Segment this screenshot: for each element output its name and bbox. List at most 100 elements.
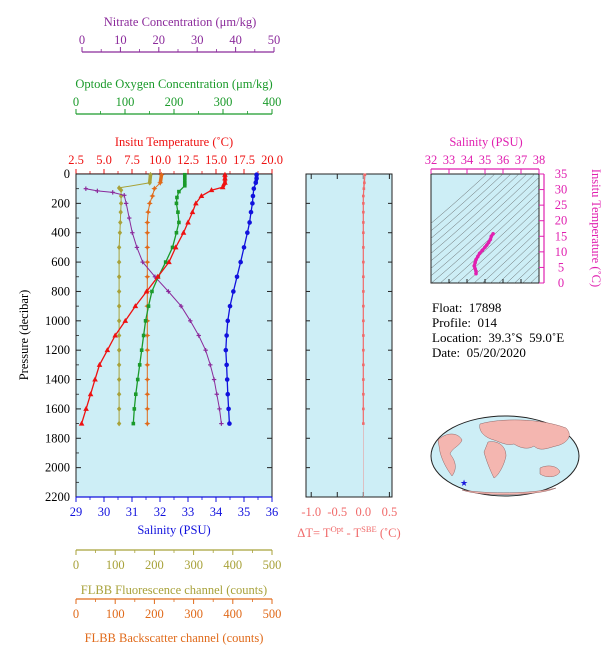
nitrate-tick-label: 10 (114, 33, 127, 47)
salinity-tick-label: 34 (210, 505, 223, 519)
delta-t-tick-label: 0.0 (356, 505, 372, 519)
profile-number: Profile: 014 (432, 315, 497, 330)
salinity-axis: 29 30 31 32 33 34 35 36 (70, 496, 278, 519)
delta-t-series (362, 173, 367, 497)
delta-t-point (363, 173, 367, 177)
ts-density-contour (431, 174, 504, 239)
temperature-tick-label: 15.0 (205, 153, 227, 167)
salinity-point (251, 186, 257, 191)
pressure-tick-label: 400 (51, 226, 70, 240)
fluorescence-profile-line (118, 174, 151, 424)
temperature-point (222, 175, 228, 181)
ts-point (491, 231, 495, 236)
oxygen-point (163, 260, 168, 264)
delta-t-point (362, 348, 365, 352)
temperature-point (208, 187, 215, 193)
profile-series (78, 171, 259, 427)
ts-point (476, 254, 480, 259)
salinity-point (245, 230, 250, 236)
ts-point (477, 251, 482, 256)
ts-density-contour (431, 177, 539, 277)
oxygen-point (182, 183, 187, 188)
salinity-point (248, 209, 254, 215)
temperature-point (185, 219, 191, 225)
ts-density-contour (439, 192, 539, 283)
salinity-point (250, 201, 255, 206)
temperature-point (172, 244, 179, 250)
oxygen-axis: 0 100 200 300 400 (73, 95, 281, 115)
backscatter-point (144, 229, 151, 236)
ts-density-contour (473, 222, 539, 283)
temperature-point (132, 303, 139, 309)
temperature-point (96, 361, 103, 367)
temperature-tick-label: 7.5 (124, 153, 140, 167)
ts-point (474, 257, 478, 262)
fluorescence-point (116, 332, 122, 339)
pressure-tick-label: 1000 (45, 314, 70, 328)
ts-density-contour (457, 207, 539, 283)
ts-point (485, 243, 489, 247)
backscatter-point (144, 376, 151, 383)
pressure-tick-label: 2200 (45, 490, 70, 504)
salinity-tick-label: 31 (126, 505, 139, 519)
ts-temperature-tick-label: 20 (555, 214, 568, 228)
salinity-point (253, 180, 259, 186)
delta-t-point (362, 363, 365, 367)
world-map: ★ (430, 415, 580, 497)
delta-t-point (362, 304, 365, 308)
delta-t-point (362, 231, 365, 235)
salinity-point (225, 318, 231, 324)
ts-density-contour (431, 174, 488, 224)
delta-t-point (362, 407, 365, 411)
delta-t-point (362, 422, 365, 425)
temperature-axis-label: Insitu Temperature (˚C) (115, 135, 233, 149)
fluorescence-point (116, 406, 122, 412)
temperature-point (122, 317, 129, 323)
backscatter-point (144, 361, 151, 368)
backscatter-point (144, 347, 151, 354)
temperature-tick-label: 2.5 (68, 153, 84, 167)
oxygen-tick-label: 0 (73, 95, 79, 109)
fluorescence-point (116, 273, 122, 280)
backscatter-point (149, 193, 156, 200)
map-land-antarctica (461, 487, 557, 495)
backscatter-point (144, 273, 151, 280)
float-info: Float: 17898 Profile: 014 Location: 39.3… (432, 300, 564, 360)
ts-density-contour (498, 244, 539, 283)
nitrate-tick-label: 40 (229, 33, 242, 47)
fluorescence-point (118, 219, 123, 226)
salinity-point (226, 406, 231, 412)
oxygen-tick-label: 200 (165, 95, 184, 109)
salinity-point (224, 333, 229, 338)
ts-point (480, 248, 485, 253)
oxygen-point (182, 172, 187, 177)
temperature-point (166, 259, 172, 265)
temperature-point (219, 184, 226, 190)
temperature-point (143, 288, 150, 294)
backscatter-axis: 0 100 200 300 400 500 (73, 598, 281, 621)
backscatter-point (144, 332, 151, 339)
delta-t-point (362, 392, 365, 396)
delta-t-tick-label: -0.5 (327, 505, 347, 519)
delta-t-point (362, 260, 365, 264)
fluorescence-point (116, 362, 122, 368)
ts-salinity-label: Salinity (PSU) (449, 135, 522, 149)
nitrate-tick-label: 0 (79, 33, 85, 47)
backscatter-tick-label: 300 (184, 607, 203, 621)
fluorescence-point (147, 180, 152, 186)
oxygen-axis-label: Optode Oxygen Concentration (μm/kg) (75, 77, 272, 91)
backscatter-point (144, 259, 151, 266)
oxygen-point (143, 319, 148, 323)
oxygen-point (175, 195, 179, 200)
delta-t-point (362, 194, 365, 198)
fluorescence-point (116, 420, 122, 427)
salinity-point (241, 245, 247, 250)
ts-salinity-tick-label: 33 (443, 153, 456, 167)
ts-density-contour (431, 174, 528, 262)
ts-point (473, 260, 477, 265)
delta-t-plot-area (305, 173, 393, 498)
fluorescence-tick-label: 100 (106, 558, 125, 572)
oxygen-tick-label: 100 (116, 95, 135, 109)
fluorescence-axis-label: FLBB Fluorescence channel (counts) (81, 583, 267, 597)
backscatter-point (158, 171, 165, 178)
